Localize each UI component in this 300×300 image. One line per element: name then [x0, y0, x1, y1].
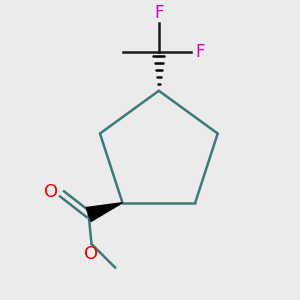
- Text: F: F: [154, 4, 164, 22]
- Text: O: O: [85, 245, 99, 263]
- Text: F: F: [196, 44, 205, 62]
- Polygon shape: [86, 203, 122, 221]
- Text: O: O: [44, 183, 58, 201]
